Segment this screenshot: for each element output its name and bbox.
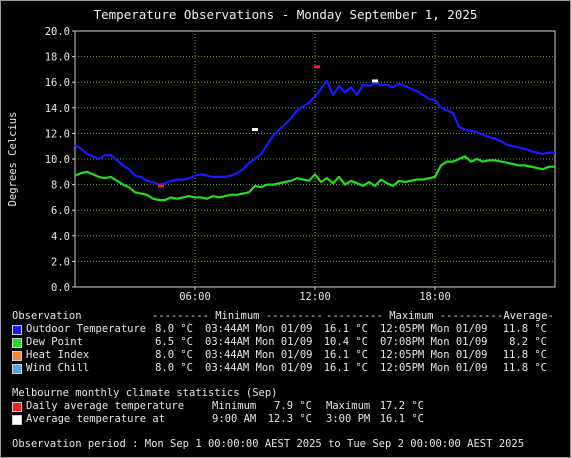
marker-daily-avg-min xyxy=(158,184,164,188)
legend-max-value: 16.1 °C xyxy=(323,323,368,335)
series-line-dew-point xyxy=(74,155,555,202)
y-tick-label: 10.0 xyxy=(45,154,70,166)
legend-min-value: 8.0 °C xyxy=(155,349,193,361)
legend-min-value: 8.0 °C xyxy=(155,323,193,335)
y-tick-label: 14.0 xyxy=(45,103,70,115)
legend-min-value: 6.5 °C xyxy=(155,336,193,348)
series-line-outdoor-temperature xyxy=(74,79,555,186)
marker-average-at-9am xyxy=(252,128,258,132)
legend-average-value: 8.2 °C xyxy=(509,336,547,348)
climate-col1-label: 9:00 AM xyxy=(212,413,257,425)
legend-max-value: 16.1 °C xyxy=(323,362,368,374)
legend-swatch xyxy=(12,325,22,335)
legend-min-time: 03:44AM Mon 01/09 xyxy=(205,323,313,335)
legend-average-value: 11.8 °C xyxy=(502,323,547,335)
y-tick-label: 20.0 xyxy=(45,26,70,38)
legend-min-time: 03:44AM Mon 01/09 xyxy=(205,362,313,374)
legend-average-value: 11.8 °C xyxy=(502,349,547,361)
climate-swatch xyxy=(12,402,22,412)
y-tick-label: 0.0 xyxy=(51,282,70,294)
climate-col1-value: 12.3 °C xyxy=(267,413,312,425)
legend-max-time: 12:05PM Mon 01/09 xyxy=(380,349,488,361)
y-tick-label: 8.0 xyxy=(51,180,70,192)
legend-header-maximum: --------- Maximum --------- xyxy=(326,310,497,322)
legend-min-value: 8.0 °C xyxy=(155,362,193,374)
legend-max-time: 07:08PM Mon 01/09 xyxy=(380,336,488,348)
marker-daily-avg-max xyxy=(314,65,320,69)
climate-label: Average temperature at xyxy=(26,413,166,425)
marker-average-at-3pm xyxy=(372,79,378,83)
climate-col2-label: 3:00 PM xyxy=(326,413,371,425)
legend-max-value: 16.1 °C xyxy=(323,349,368,361)
legend-header-minimum: --------- Minimum --------- xyxy=(152,310,323,322)
chart-title: Temperature Observations - Monday Septem… xyxy=(93,7,478,22)
legend-max-value: 10.4 °C xyxy=(323,336,368,348)
climate-col1-value: 7.9 °C xyxy=(274,400,312,412)
y-tick-label: 4.0 xyxy=(51,231,70,243)
legend-max-time: 12:05PM Mon 01/09 xyxy=(380,323,488,335)
climate-col2-value: 17.2 °C xyxy=(379,400,424,412)
legend-label: Wind Chill xyxy=(26,362,90,374)
climate-label: Daily average temperature xyxy=(26,400,185,412)
y-tick-label: 16.0 xyxy=(45,77,70,89)
temperature-chart: 0.0 2.0 4.0 6.0 8.0 10.0 12.0 14.0 16.0 18.0 20.0 0… xyxy=(7,26,556,300)
observation-period: Observation period : Mon Sep 1 00:00:00 … xyxy=(12,438,525,450)
climate-swatch xyxy=(12,415,22,425)
legend-min-time: 03:44AM Mon 01/09 xyxy=(205,336,313,348)
x-tick-label: 06:00 xyxy=(179,291,211,300)
y-tick-label: 18.0 xyxy=(45,52,70,64)
legend-header-observation: Observation xyxy=(12,310,82,322)
legend-average-value: 11.8 °C xyxy=(502,362,547,374)
legend-label: Outdoor Temperature xyxy=(26,323,147,335)
y-tick-label: 6.0 xyxy=(51,205,70,217)
y-axis-label: Degrees Celcius xyxy=(7,112,19,207)
climate-col1-label: Minimum xyxy=(212,400,257,412)
legend-header-average: -Average- xyxy=(497,310,554,322)
x-tick-label: 12:00 xyxy=(299,291,331,300)
x-tick-label: 18:00 xyxy=(419,291,451,300)
legend-min-time: 03:44AM Mon 01/09 xyxy=(205,349,313,361)
legend-label: Heat Index xyxy=(26,349,90,361)
legend-swatch xyxy=(12,351,22,361)
climate-col2-value: 16.1 °C xyxy=(379,413,424,425)
y-tick-label: 12.0 xyxy=(45,128,70,140)
legend-max-time: 12:05PM Mon 01/09 xyxy=(380,362,488,374)
legend-label: Dew Point xyxy=(26,336,83,348)
legend-swatch xyxy=(12,338,22,348)
y-tick-label: 2.0 xyxy=(51,256,70,268)
climate-heading: Melbourne monthly climate statistics (Se… xyxy=(12,387,278,399)
climate-col2-label: Maximum xyxy=(326,400,371,412)
legend-swatch xyxy=(12,364,22,374)
